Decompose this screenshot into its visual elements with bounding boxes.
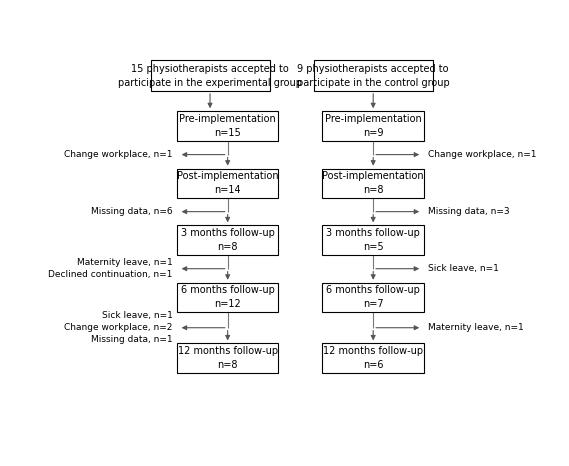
Text: Post-implementation
n=14: Post-implementation n=14 bbox=[177, 171, 278, 195]
Text: 15 physiotherapists accepted to
participate in the experimental group: 15 physiotherapists accepted to particip… bbox=[118, 64, 302, 88]
FancyBboxPatch shape bbox=[314, 61, 433, 91]
Text: Maternity leave, n=1
Declined continuation, n=1: Maternity leave, n=1 Declined continuati… bbox=[48, 258, 172, 279]
Text: 3 months follow-up
n=8: 3 months follow-up n=8 bbox=[181, 228, 275, 252]
FancyBboxPatch shape bbox=[323, 225, 424, 255]
FancyBboxPatch shape bbox=[323, 111, 424, 141]
Text: Sick leave, n=1: Sick leave, n=1 bbox=[428, 264, 499, 273]
FancyBboxPatch shape bbox=[177, 283, 278, 312]
FancyBboxPatch shape bbox=[177, 225, 278, 255]
FancyBboxPatch shape bbox=[177, 343, 278, 373]
FancyBboxPatch shape bbox=[323, 283, 424, 312]
Text: 3 months follow-up
n=5: 3 months follow-up n=5 bbox=[326, 228, 420, 252]
Text: 12 months follow-up
n=8: 12 months follow-up n=8 bbox=[178, 346, 278, 370]
FancyBboxPatch shape bbox=[177, 169, 278, 198]
Text: Pre-implementation
n=9: Pre-implementation n=9 bbox=[325, 114, 422, 138]
Text: Maternity leave, n=1: Maternity leave, n=1 bbox=[428, 323, 524, 332]
Text: Change workplace, n=1: Change workplace, n=1 bbox=[428, 150, 537, 159]
Text: Sick leave, n=1
Change workplace, n=2
Missing data, n=1: Sick leave, n=1 Change workplace, n=2 Mi… bbox=[64, 311, 172, 344]
Text: Change workplace, n=1: Change workplace, n=1 bbox=[64, 150, 172, 159]
FancyBboxPatch shape bbox=[323, 343, 424, 373]
Text: Missing data, n=3: Missing data, n=3 bbox=[428, 207, 510, 216]
Text: 6 months follow-up
n=7: 6 months follow-up n=7 bbox=[326, 285, 420, 309]
Text: 12 months follow-up
n=6: 12 months follow-up n=6 bbox=[323, 346, 423, 370]
FancyBboxPatch shape bbox=[177, 111, 278, 141]
FancyBboxPatch shape bbox=[150, 61, 270, 91]
Text: Post-implementation
n=8: Post-implementation n=8 bbox=[323, 171, 424, 195]
FancyBboxPatch shape bbox=[323, 169, 424, 198]
Text: Missing data, n=6: Missing data, n=6 bbox=[91, 207, 172, 216]
Text: 6 months follow-up
n=12: 6 months follow-up n=12 bbox=[181, 285, 275, 309]
Text: Pre-implementation
n=15: Pre-implementation n=15 bbox=[179, 114, 276, 138]
Text: 9 physiotherapists accepted to
participate in the control group: 9 physiotherapists accepted to participa… bbox=[297, 64, 450, 88]
